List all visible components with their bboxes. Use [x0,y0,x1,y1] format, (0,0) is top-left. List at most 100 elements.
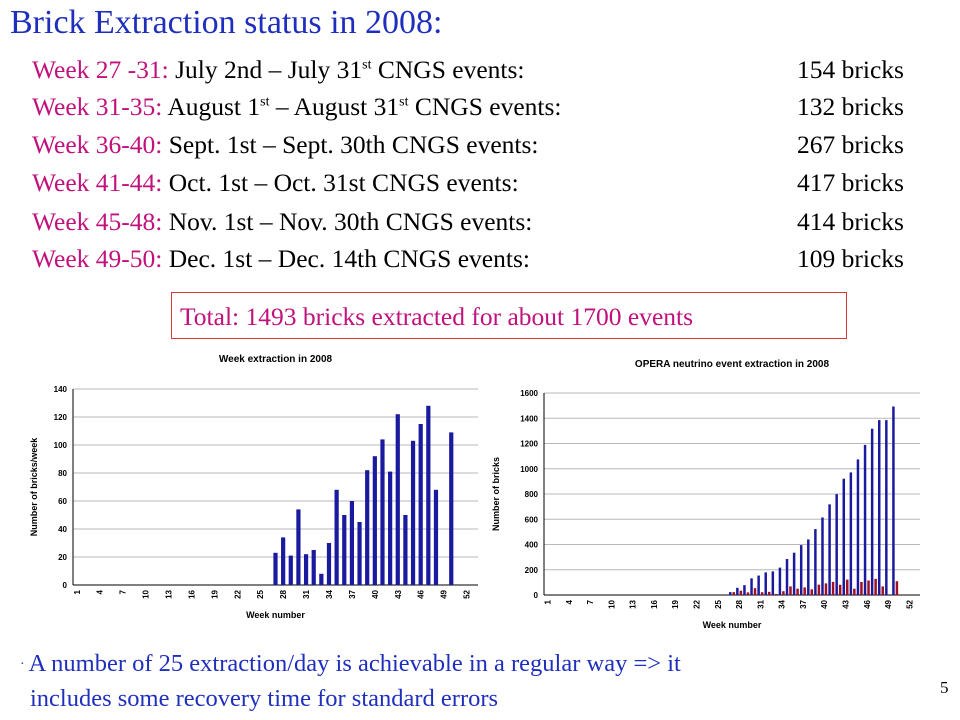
x-tick-label: 49 [440,589,449,598]
x-tick-label: 31 [302,589,311,598]
x-tick-label: 19 [210,589,219,598]
bar [319,573,324,585]
y-tick-label: 200 [525,566,539,575]
y-tick-label: 600 [525,515,539,524]
week-label: Week 27 -31: [32,55,169,84]
x-tick-label: 10 [142,589,151,598]
brick-count: 154 bricks [797,55,904,84]
x-tick-label: 37 [348,589,357,598]
week-label: Week 36-40: [32,130,163,159]
x-tick-label: 19 [671,599,680,608]
x-tick-label: 40 [820,599,829,608]
x-tick-label: 34 [325,589,334,598]
y-tick-label: 20 [58,553,67,562]
bar [824,583,828,595]
week-line: Week 41-44: Oct. 1st – Oct. 31st CNGS ev… [32,168,519,198]
x-tick-label: 40 [371,589,380,598]
bar [288,555,293,585]
x-tick-label: 34 [778,599,787,608]
bar [799,545,803,595]
bar [881,586,884,595]
bar [856,459,860,595]
ordinal-suffix: st [362,57,372,73]
bar [739,590,743,595]
y-tick-label: 1200 [520,440,538,449]
week-line: Week 49-50: Dec. 1st – Dec. 14th CNGS ev… [32,244,530,274]
x-tick-label: 28 [735,599,744,608]
y-tick-label: 1600 [520,389,538,398]
bar [418,424,423,585]
bar [750,578,753,595]
week-line: Week 31-35: August 1st – August 31st CNG… [32,92,562,122]
brick-count: 132 bricks [797,92,904,121]
x-tick-label: 22 [693,599,702,608]
x-tick-label: 13 [165,589,174,598]
bar [771,571,775,595]
bar [334,489,339,585]
bar [828,504,831,595]
x-tick-label: 1 [544,599,553,604]
bar [807,539,810,595]
week-dates: Sept. 1st – Sept. 30th CNGS events: [162,130,539,159]
bar [782,591,785,595]
week-dates: Dec. 1st – Dec. 14th CNGS events: [162,244,530,273]
x-tick-label: 7 [586,599,595,604]
week-events: CNGS events: [371,55,525,84]
ordinal-suffix: st [399,94,409,110]
chart-title: OPERA neutrino event extraction in 2008 [635,359,830,370]
bar [764,572,767,595]
bar [863,444,867,595]
bar [895,581,899,595]
x-tick-label: 1 [73,589,82,594]
bar [303,554,309,585]
y-tick-label: 60 [58,497,67,506]
bar [349,501,355,585]
bar [426,405,431,585]
bar [753,588,757,595]
brick-count: 414 bricks [797,207,904,236]
bar [885,420,888,595]
note-line-1: A number of 25 extraction/day is achieva… [28,650,681,677]
bar [860,581,863,595]
ordinal-suffix: st [260,94,270,110]
week-dates-end: – August 31 [269,92,400,121]
y-tick-label: 140 [54,385,68,394]
bar [403,515,408,585]
bar [410,440,416,585]
bar [803,587,806,595]
week-line: Week 27 -31: July 2nd – July 31st CNGS e… [32,55,525,85]
bar [831,581,835,595]
bar [838,584,842,595]
brick-count: 109 bricks [797,244,904,273]
x-tick-label: 10 [607,599,616,608]
chart-title: Week extraction in 2008 [219,354,333,365]
bar [810,589,814,595]
note: · A number of 25 extraction/day is achiev… [20,647,681,716]
week-line: Week 45-48: Nov. 1st – Nov. 30th CNGS ev… [32,207,532,237]
bar [342,515,347,585]
bar [785,559,789,595]
x-tick-label: 31 [756,599,765,608]
x-axis-label: Week number [703,620,762,630]
x-tick-label: 16 [650,599,659,608]
bullet-icon: · [20,657,25,673]
brick-count: 417 bricks [797,168,904,197]
y-tick-label: 40 [58,525,67,534]
bar [372,456,377,585]
bar [746,592,750,595]
bar [817,584,821,595]
bar [778,567,782,595]
week-label: Week 41-44: [32,168,163,197]
x-tick-label: 16 [187,589,196,598]
x-tick-label: 13 [629,599,638,608]
bar [388,471,393,585]
week-dates: Nov. 1st – Nov. 30th CNGS events: [162,207,533,236]
y-tick-label: 1000 [520,465,538,474]
x-tick-label: 25 [714,599,723,608]
bar [273,552,278,585]
x-tick-label: 43 [394,589,403,598]
y-axis-label: Number of bricks [491,457,501,531]
bar [732,592,735,595]
